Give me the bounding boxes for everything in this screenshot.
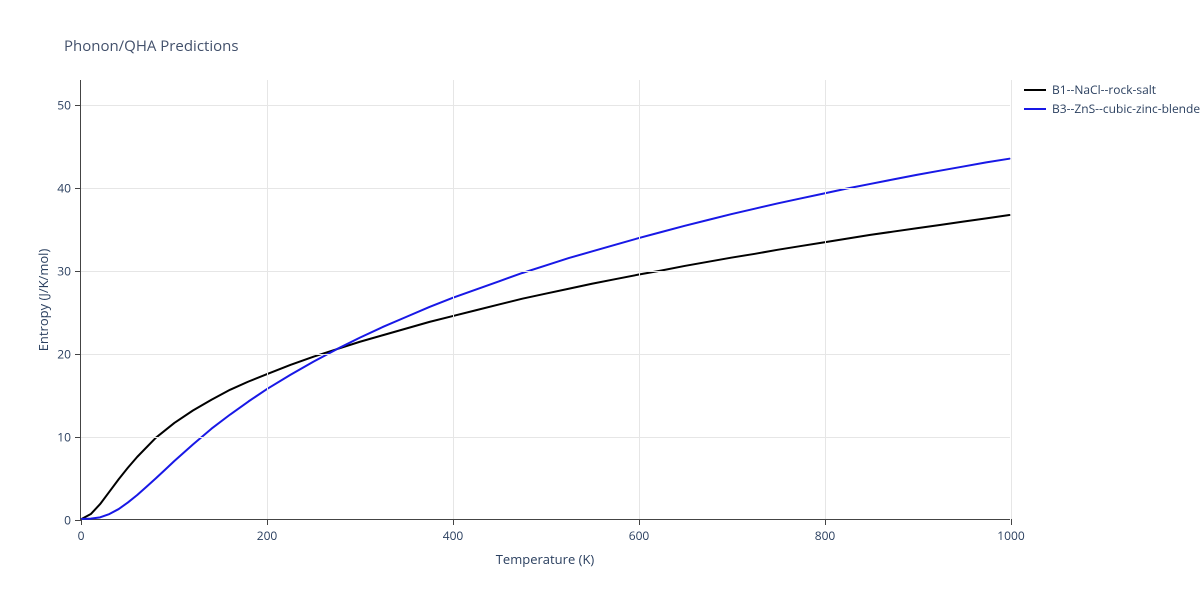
legend-swatch <box>1024 108 1046 110</box>
legend-item[interactable]: B1--NaCl--rock-salt <box>1024 80 1200 99</box>
x-tick-label: 0 <box>78 527 85 544</box>
plot-area: 0200400600800100001020304050 <box>80 80 1010 520</box>
y-tick <box>75 354 81 355</box>
gridline-vertical <box>267 80 268 519</box>
x-tick-label: 200 <box>257 527 278 544</box>
y-axis-label: Entropy (J/K/mol) <box>34 249 52 352</box>
gridline-vertical <box>1011 80 1012 519</box>
y-tick-label: 0 <box>64 512 71 529</box>
gridline-horizontal <box>81 271 1010 272</box>
y-tick-label: 10 <box>57 428 71 445</box>
legend-label: B3--ZnS--cubic-zinc-blende <box>1052 100 1200 117</box>
x-tick-label: 400 <box>443 527 464 544</box>
y-tick <box>75 271 81 272</box>
x-tick <box>267 519 268 525</box>
x-tick <box>81 519 82 525</box>
x-tick-label: 1000 <box>997 527 1024 544</box>
chart-container: { "chart": { "type": "line", "title": "P… <box>0 0 1200 600</box>
y-tick-label: 50 <box>57 96 71 113</box>
y-tick <box>75 105 81 106</box>
y-tick <box>75 520 81 521</box>
gridline-horizontal <box>81 354 1010 355</box>
gridline-vertical <box>453 80 454 519</box>
legend-swatch <box>1024 89 1046 91</box>
x-tick <box>825 519 826 525</box>
x-tick-label: 600 <box>629 527 650 544</box>
gridline-horizontal <box>81 437 1010 438</box>
chart-title: Phonon/QHA Predictions <box>64 36 239 56</box>
x-axis-label: Temperature (K) <box>496 550 595 568</box>
gridline-vertical <box>639 80 640 519</box>
legend-item[interactable]: B3--ZnS--cubic-zinc-blende <box>1024 99 1200 118</box>
series-line[interactable] <box>82 215 1010 519</box>
x-tick <box>639 519 640 525</box>
gridline-vertical <box>825 80 826 519</box>
series-layer <box>81 80 1010 519</box>
gridline-horizontal <box>81 105 1010 106</box>
y-tick-label: 30 <box>57 262 71 279</box>
x-tick <box>453 519 454 525</box>
y-tick <box>75 437 81 438</box>
x-tick <box>1011 519 1012 525</box>
series-line[interactable] <box>82 159 1010 519</box>
gridline-horizontal <box>81 188 1010 189</box>
legend-label: B1--NaCl--rock-salt <box>1052 81 1156 98</box>
y-tick-label: 20 <box>57 345 71 362</box>
x-tick-label: 800 <box>815 527 836 544</box>
y-tick-label: 40 <box>57 179 71 196</box>
legend: B1--NaCl--rock-salt B3--ZnS--cubic-zinc-b… <box>1024 80 1200 118</box>
y-tick <box>75 188 81 189</box>
